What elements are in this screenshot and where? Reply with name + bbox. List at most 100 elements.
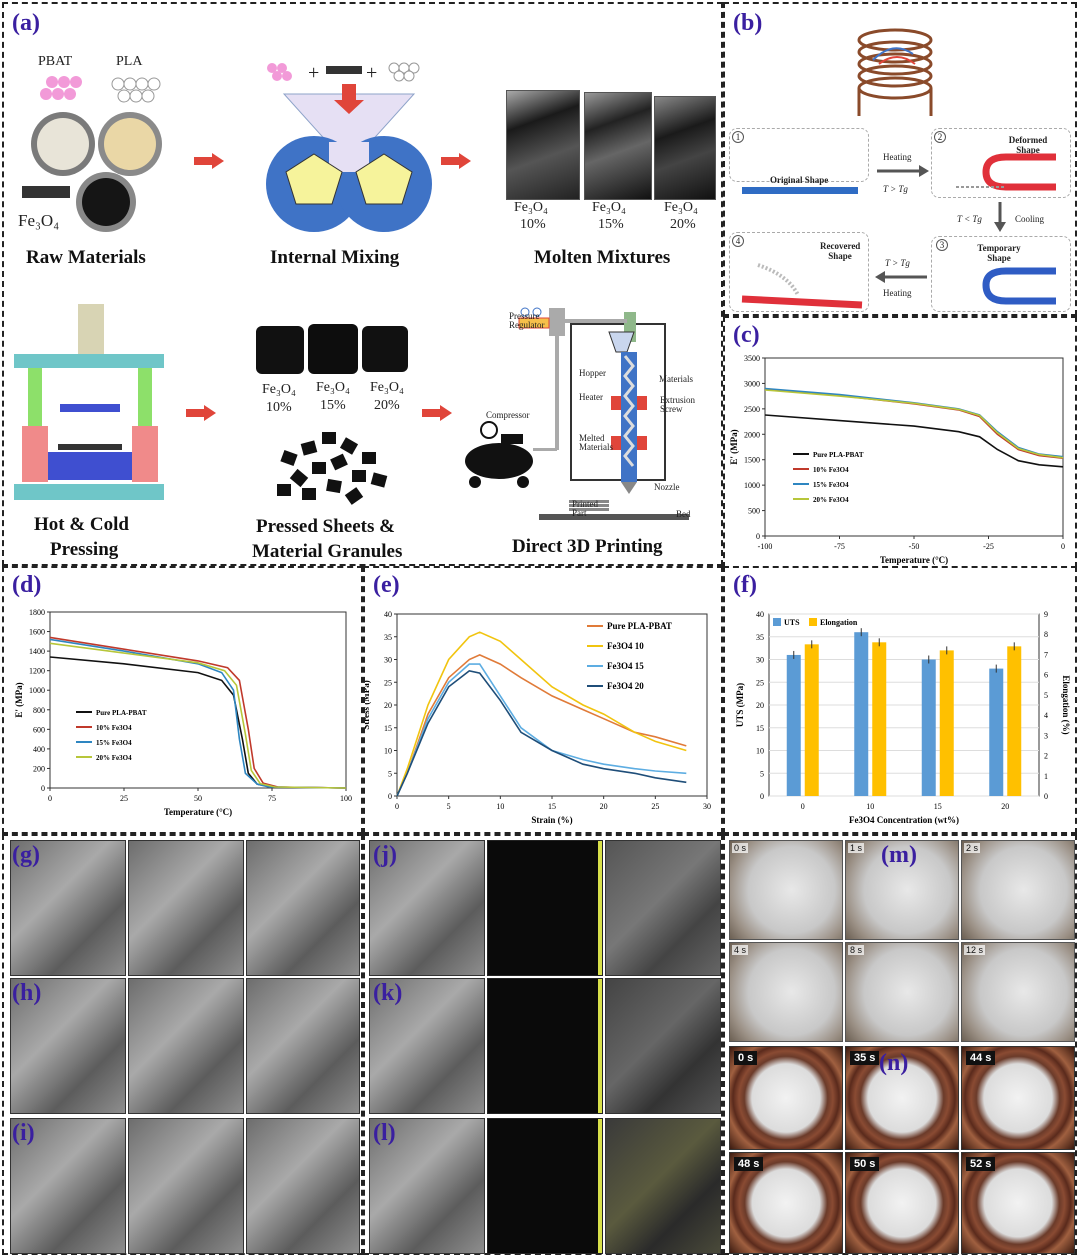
photo-n-2: 44 s (961, 1046, 1075, 1150)
photo-n-3: 48 s (729, 1152, 843, 1254)
raw-materials-caption: Raw Materials (26, 247, 146, 268)
pressed-caption-2: Material Granules (252, 541, 403, 562)
copper-coil-icon (857, 28, 933, 116)
legend-label-1: 10% Fe3O4 (96, 724, 132, 732)
panel-e: (e) 0 5 10 15 20 25 30 0 5 10 15 20 25 30 35 40 Strain (… (363, 566, 723, 834)
plus-sign: + (366, 62, 378, 84)
cooling-label: Cooling (1015, 214, 1045, 224)
panel-ghi: (g) (h) (i) (2, 834, 363, 1255)
panel-f-label: (f) (733, 572, 757, 598)
pressed-sheet-15 (308, 324, 358, 374)
sem-h-1 (10, 978, 126, 1114)
y-tick-label: 600 (33, 725, 45, 734)
y-tick-label: 3000 (744, 379, 760, 388)
molten-pct-10: 10% (520, 217, 546, 232)
hot-cold-caption-2: Pressing (50, 539, 119, 560)
photo-n-1: 35 s (845, 1046, 959, 1150)
photo-n-0: 0 s (729, 1046, 843, 1150)
compressor-label: Compressor (486, 410, 530, 420)
sem-j (369, 840, 485, 976)
hopper-label: Hopper (579, 368, 606, 378)
molten-label-10: Fe₃O₄ (514, 200, 548, 215)
panel-h-label: (h) (12, 980, 42, 1006)
y-tick-label: 35 (756, 633, 764, 642)
y2-tick-label: 8 (1044, 630, 1048, 639)
legend-label-3: 20% Fe3O4 (96, 754, 132, 762)
y-tick-label: 35 (384, 633, 392, 642)
series-line-2 (764, 387, 1064, 458)
photo-m-0: 0 s (729, 840, 843, 940)
sheet-label-10: Fe₃O₄ (262, 382, 296, 397)
deformed-shape-box: 2 Deformed Shape (931, 128, 1071, 198)
y2-tick-label: 6 (1044, 671, 1048, 680)
arrow-right-icon (441, 153, 471, 169)
y-tick-label: 1800 (29, 608, 45, 617)
x-tick-label: 15 (934, 802, 942, 811)
sheet-label-15: Fe₃O₄ (316, 380, 350, 395)
y-tick-label: 15 (756, 724, 764, 733)
molten-mixture-15-photo (584, 92, 652, 200)
panel-i-label: (i) (12, 1120, 35, 1146)
y2-tick-label: 2 (1044, 752, 1048, 761)
molten-mixtures-caption: Molten Mixtures (534, 247, 671, 268)
original-shape-box: 1 Original Shape (729, 128, 869, 194)
materials-label: Materials (659, 374, 693, 384)
y-tick-label: 1500 (744, 456, 760, 465)
x-tick-label: 50 (194, 794, 202, 803)
panel-a-label: (a) (12, 10, 40, 36)
y-tick-label: 2500 (744, 405, 760, 414)
x-tick-label: -100 (758, 542, 773, 551)
x-tick-label: 10 (496, 802, 504, 811)
y-tick-label: 20 (756, 701, 764, 710)
hot-cold-press-illustration (14, 304, 164, 500)
panel-f: (f) 0 5 10 15 20 25 30 35 40 0 1 2 3 4 5 6 7 8 9 0 10 15 20 Fe3… (723, 566, 1077, 834)
series-line-1 (49, 636, 347, 789)
x-tick-label: 0 (1061, 542, 1065, 551)
series-line-3 (396, 670, 687, 797)
y-tick-label: 5 (760, 769, 764, 778)
series-line-0 (764, 414, 1064, 468)
y-tick-label: 2000 (744, 430, 760, 439)
legend-label-1: Elongation (820, 618, 858, 627)
y-tick-label: 25 (384, 678, 392, 687)
pressed-sheet-10 (256, 326, 304, 374)
molten-pct-20: 20% (670, 217, 696, 232)
step-4-badge: 4 (732, 235, 744, 247)
internal-mixer-illustration (266, 62, 432, 232)
chart-c: -100 -75 -50 -25 0 0 500 1000 1500 2000 2500 3000 35… (729, 354, 1065, 565)
x-tick-label: 0 (48, 794, 52, 803)
photo-m-1: 1 s (845, 840, 959, 940)
uts-bar (786, 654, 801, 796)
sheet-pct-15: 15% (320, 398, 346, 413)
step-1-badge: 1 (732, 131, 744, 143)
x-tick-label: -50 (909, 542, 920, 551)
y-axis-label: E' (MPa) (729, 429, 739, 464)
legend-label-0: Pure PLA-PBAT (96, 709, 147, 717)
y2-tick-label: 4 (1044, 711, 1048, 720)
elongation-bar (872, 642, 887, 796)
x-tick-label: -25 (983, 542, 994, 551)
panel-m-label: (m) (881, 842, 917, 868)
plot-frame (49, 611, 347, 789)
arrow-left-icon (875, 271, 927, 283)
x-axis-label: Fe3O4 Concentration (wt%) (849, 815, 959, 825)
x-tick-label: 25 (120, 794, 128, 803)
heating-label-bottom: Heating (883, 288, 912, 298)
y-tick-label: 3500 (744, 354, 760, 363)
y2-tick-label: 7 (1044, 650, 1048, 659)
fe3o4-raw-label: Fe₃O₄ (18, 211, 60, 230)
sem-i-2 (128, 1118, 244, 1254)
panel-c: (c) -100 -75 -50 -25 0 0 500 1000 1500 2000 2500 30… (723, 316, 1077, 568)
sem-l-overlay (605, 1118, 721, 1254)
material-granules-illustration (277, 432, 388, 505)
series-line-3 (764, 389, 1064, 459)
photo-m-5: 12 s (961, 942, 1075, 1042)
legend-label-0: UTS (784, 618, 800, 627)
pressed-caption-1: Pressed Sheets & (256, 516, 395, 537)
condition-top: T > Tg (883, 184, 908, 194)
y-tick-label: 500 (748, 507, 760, 516)
chart-e: 0 5 10 15 20 25 30 0 5 10 15 20 25 30 35 40 Strain (%) St… (365, 610, 711, 825)
y-tick-label: 40 (384, 610, 392, 619)
direct-3d-caption: Direct 3D Printing (512, 536, 663, 557)
sem-k-overlay (605, 978, 721, 1114)
